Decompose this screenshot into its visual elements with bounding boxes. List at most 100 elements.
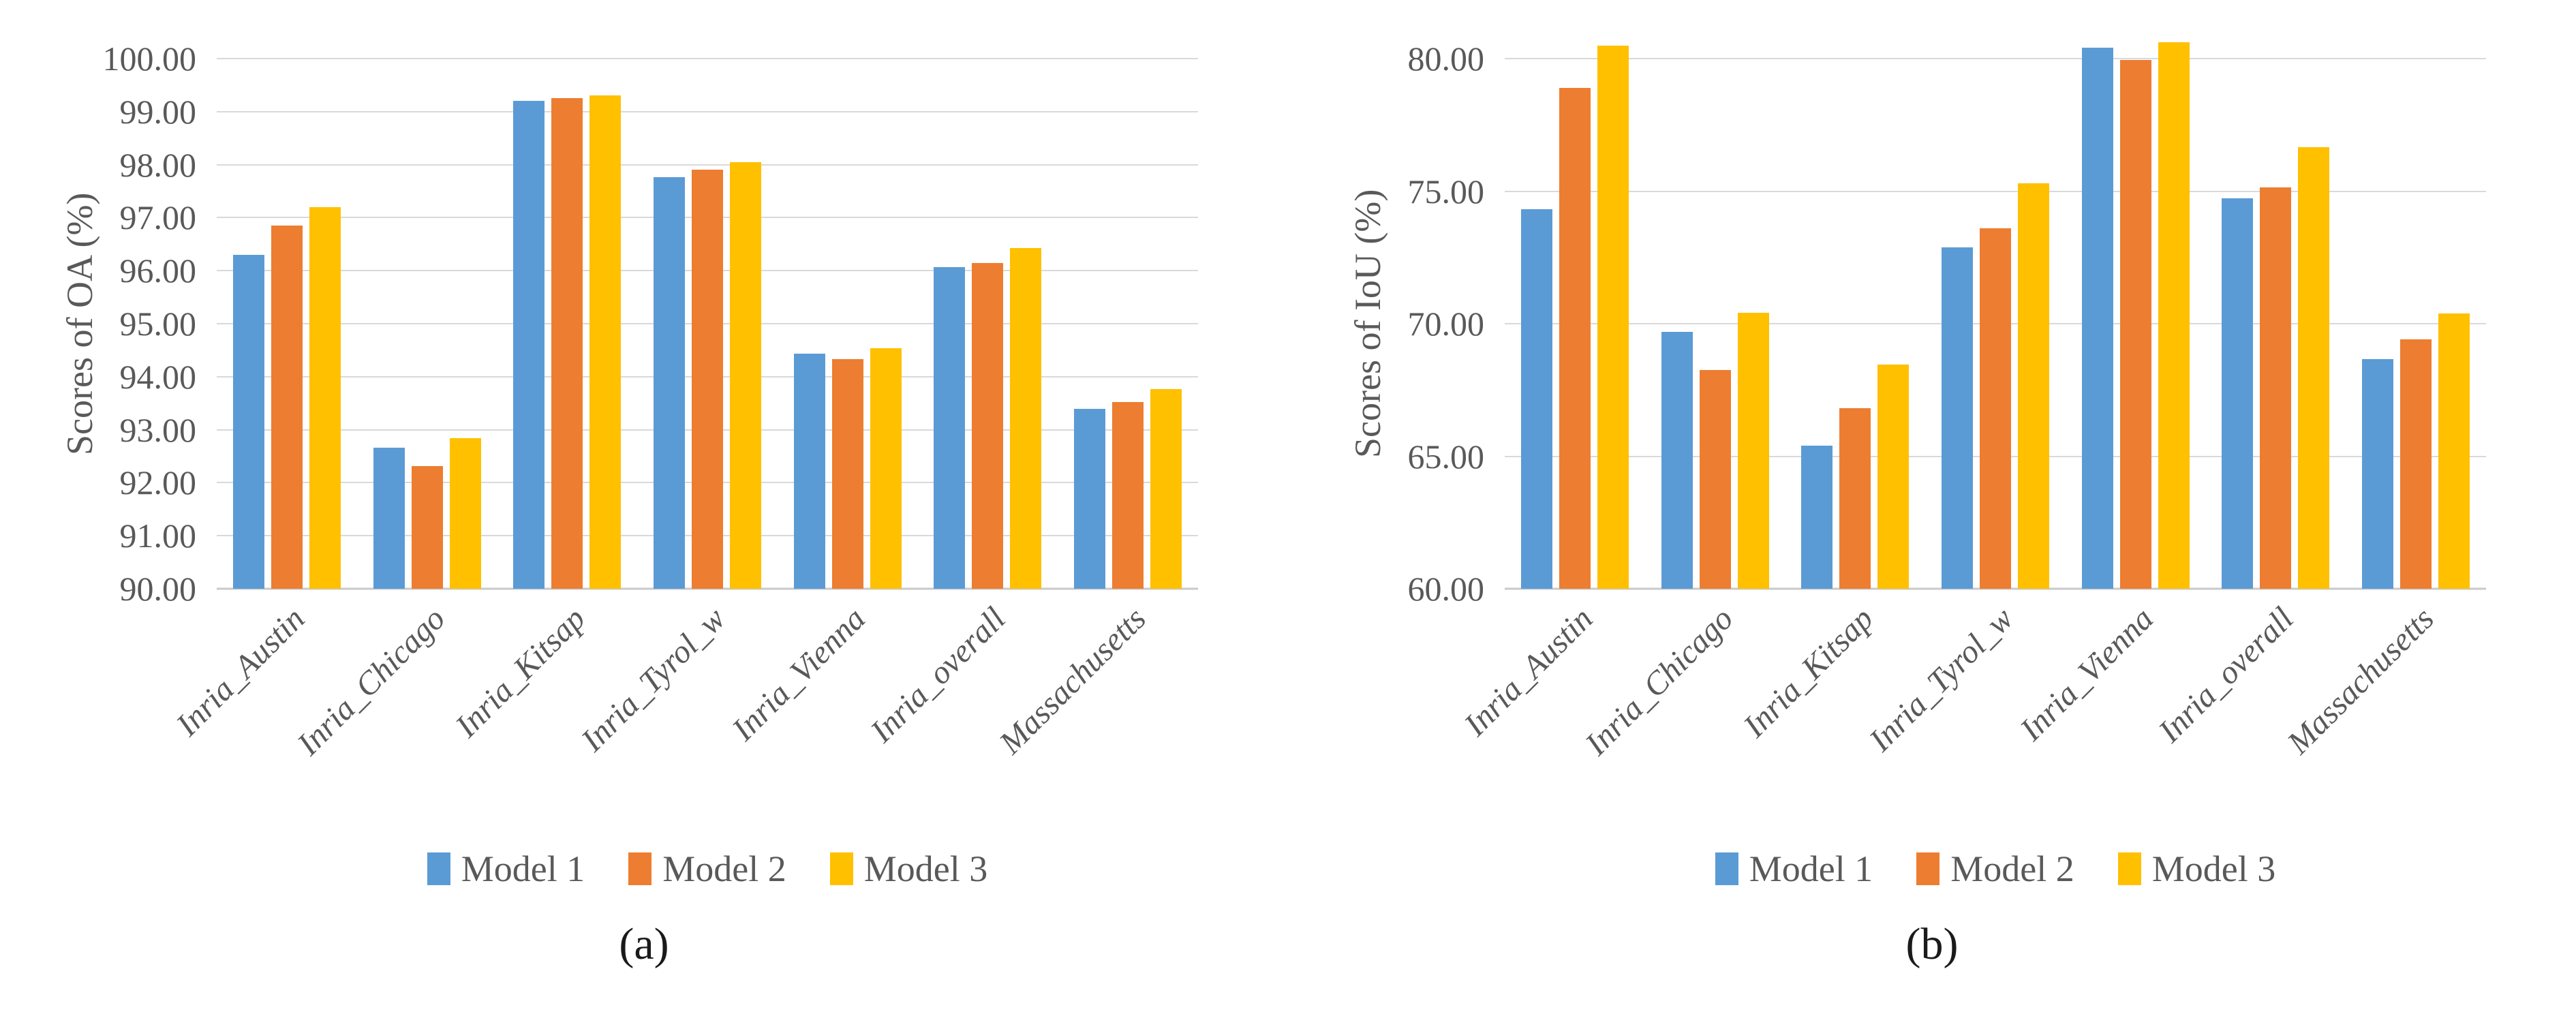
y-tick-label: 99.00 [119, 92, 197, 131]
caption-b: (b) [1905, 919, 1959, 969]
bar-model3-inria_chicago [1737, 313, 1769, 589]
bar-model1-inria_kitsap [1801, 445, 1833, 589]
y-tick-label: 100.00 [102, 40, 197, 78]
bar-model1-inria_austin [232, 254, 264, 589]
bar-model2-inria_kitsap [1839, 407, 1871, 589]
x-category-label: Inria_overall [863, 600, 1013, 750]
legend-label: Model 1 [1749, 848, 1873, 889]
legend-swatch-icon [1715, 852, 1738, 885]
plot-area-a: 100.00 99.00 98.00 97.00 96.00 95.00 94.00 93.0… [103, 42, 1198, 763]
bar-model1-inria_chicago [373, 448, 405, 589]
gridline [1505, 190, 2486, 192]
bar-model2-inria_austin [1559, 87, 1591, 589]
y-tick-label: 97.00 [119, 198, 197, 237]
bar-model2-inria_vienna [831, 359, 863, 589]
bar-model3-inria_austin [309, 206, 341, 589]
legend-swatch-icon [2117, 852, 2141, 885]
x-category-label: Inria_Kitsap [448, 600, 593, 745]
legend-label: Model 2 [662, 848, 786, 889]
x-category-label: Inria_Kitsap [1736, 600, 1881, 745]
bar-model3-inria_tyrol_w [730, 161, 761, 589]
gridline [217, 58, 1198, 59]
bar-model1-inria_tyrol_w [1942, 247, 1973, 589]
y-axis-title-b: Scores of IoU (%) [1347, 189, 1388, 459]
x-category-label: Inria_Austin [169, 600, 312, 743]
legend-label: Model 3 [863, 848, 988, 889]
bar-model2-inria_austin [271, 226, 303, 589]
bar-model1-inria_austin [1520, 209, 1552, 589]
x-category-label: Massachusetts [2280, 600, 2441, 761]
bar-model1-inria_chicago [1661, 332, 1693, 589]
bar-model3-massachusetts [1150, 389, 1182, 589]
bar-model2-massachusetts [2400, 339, 2432, 589]
y-axis-title-a: Scores of OA (%) [59, 192, 100, 455]
bar-model2-inria_chicago [411, 465, 443, 589]
x-category-label: Inria_Austin [1457, 600, 1600, 743]
legend-b: Model 1 Model 2 Model 3 [1505, 850, 2486, 887]
bar-model3-inria_kitsap [1877, 365, 1910, 589]
bar-model1-inria_tyrol_w [654, 177, 685, 589]
bar-model2-inria_kitsap [551, 97, 583, 589]
bar-model1-inria_kitsap [513, 101, 545, 589]
panel-b: Scores of IoU (%) 80.00 75.00 70.00 65.00 60… [1288, 0, 2576, 1016]
legend-label: Model 1 [461, 848, 585, 889]
y-tick-label: 65.00 [1407, 437, 1485, 476]
y-tick-label: 94.00 [119, 357, 197, 396]
legend-item-model-1: Model 1 [427, 850, 585, 887]
y-tick-label: 90.00 [119, 570, 197, 608]
bar-model2-massachusetts [1112, 402, 1144, 589]
legend-label: Model 2 [1950, 848, 2074, 889]
bar-model2-inria_overall [2260, 187, 2292, 589]
x-category-label: Inria_Chicago [290, 600, 453, 763]
legend-swatch-icon [1916, 852, 1940, 885]
bar-model3-inria_chicago [449, 438, 481, 589]
plot-area-b: 80.00 75.00 70.00 65.00 60.00 Inria_Austin Inr… [1408, 42, 2486, 763]
gridline [217, 164, 1198, 166]
bar-model2-inria_overall [972, 263, 1004, 589]
y-tick-label: 70.00 [1407, 305, 1485, 343]
bar-model3-inria_kitsap [589, 95, 622, 589]
y-tick-label: 80.00 [1407, 40, 1485, 78]
bar-model1-inria_overall [934, 266, 966, 589]
gridline [1505, 587, 2486, 590]
y-tick-label: 75.00 [1407, 172, 1485, 211]
panel-a: Scores of OA (%) 100.00 99.00 98.00 97.00 96… [59, 42, 1198, 969]
legend-item-model-3: Model 3 [2117, 848, 2276, 889]
legend-item-model-1: Model 1 [1715, 850, 1873, 887]
bar-model1-inria_vienna [2081, 48, 2113, 589]
y-tick-label: 60.00 [1407, 570, 1485, 608]
bar-model3-inria_vienna [870, 348, 902, 589]
bar-model3-massachusetts [2438, 313, 2470, 589]
x-category-label: Inria_overall [2151, 600, 2301, 750]
legend-item-model-2: Model 2 [628, 850, 786, 887]
legend-label: Model 3 [2151, 848, 2276, 889]
bar-model2-inria_vienna [2119, 59, 2151, 589]
legend-item-model-3: Model 3 [829, 848, 988, 889]
bar-model2-inria_tyrol_w [692, 170, 723, 589]
y-tick-label: 98.00 [119, 145, 197, 184]
bar-model2-inria_chicago [1699, 370, 1731, 589]
x-category-label: Massachusetts [992, 600, 1153, 761]
legend-a: Model 1 Model 2 Model 3 [217, 850, 1198, 887]
legend-swatch-icon [628, 852, 652, 885]
x-category-label: Inria_Tyrol_w [1862, 600, 2021, 759]
bar-model3-inria_austin [1597, 45, 1629, 589]
legend-item-model-2: Model 2 [1916, 850, 2074, 887]
y-tick-label: 95.00 [119, 305, 197, 343]
bar-model1-inria_overall [2222, 198, 2254, 589]
y-tick-label: 91.00 [119, 517, 197, 555]
bar-model1-inria_vienna [793, 353, 825, 589]
bar-model3-inria_overall [1010, 247, 1042, 589]
bar-model3-inria_overall [2298, 147, 2330, 589]
x-category-label: Inria_Vienna [2013, 600, 2161, 748]
y-tick-label: 93.00 [119, 410, 197, 449]
gridline [217, 110, 1198, 112]
bar-model1-massachusetts [1074, 409, 1106, 589]
y-tick-label: 96.00 [119, 251, 197, 290]
gridline [217, 587, 1198, 590]
legend-swatch-icon [829, 852, 853, 885]
y-tick-label: 92.00 [119, 463, 197, 502]
bar-model3-inria_tyrol_w [2018, 183, 2049, 589]
bar-model2-inria_tyrol_w [1980, 228, 2011, 589]
